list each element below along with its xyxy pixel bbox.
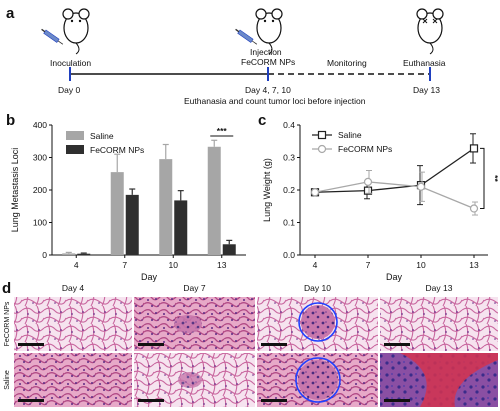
tumor-nodule [298, 360, 338, 400]
bar-chart: 0 100 200 300 400 4 7 10 13 Day Lung Metastasis Lo… [10, 120, 246, 282]
bar [159, 159, 173, 255]
metastasis-cluster [174, 315, 202, 333]
panel-label-c: c [258, 112, 266, 129]
label-day13: Day 13 [413, 85, 440, 95]
label-injection: Injection [250, 47, 282, 57]
label-day0: Day 0 [58, 85, 80, 95]
histology-image [380, 297, 498, 351]
legend-swatch [66, 145, 84, 154]
scale-bar [261, 399, 287, 402]
label-injection-agent: FeCORM NPs [241, 57, 295, 67]
mouse-icon [416, 8, 444, 55]
scale-bar [384, 343, 410, 346]
label-day-injection: Day 4, 7, 10 [245, 85, 291, 95]
y-tick-label: 400 [33, 120, 47, 130]
y-tick-label: 0.2 [283, 185, 295, 195]
line-chart: 0.0 0.1 0.2 0.3 0.4 4 7 10 13 Day Lung Weight (g) S… [262, 120, 500, 282]
significance-label: *** [217, 126, 228, 136]
metastasis-cluster [178, 372, 202, 388]
x-axis-label: Day [141, 272, 158, 282]
y-tick-label: 300 [33, 153, 47, 163]
y-tick-label: 0 [42, 250, 47, 260]
y-tick-label: 0.1 [283, 218, 295, 228]
x-tick-label: 7 [122, 260, 127, 270]
data-point [310, 188, 320, 197]
data-point [363, 177, 373, 186]
syringe-icon [235, 28, 258, 45]
x-tick-label: 4 [74, 260, 79, 270]
legend-label: FeCORM NPs [90, 145, 144, 155]
series-line [314, 147, 475, 193]
histology-image [14, 353, 132, 407]
scale-bar [138, 343, 164, 346]
blood-vessel [400, 353, 498, 407]
x-tick-label: 4 [313, 260, 318, 270]
scale-bar [384, 399, 410, 402]
syringe-icon [41, 28, 64, 45]
y-tick-label: 0.4 [283, 120, 295, 130]
x-tick-label: 7 [366, 260, 371, 270]
legend-marker [317, 144, 327, 154]
significance-bracket [480, 147, 485, 210]
bar [110, 172, 124, 255]
panel-label-d: d [2, 280, 11, 297]
column-label: Day 7 [183, 283, 205, 293]
data-point [469, 144, 479, 153]
legend-marker [317, 130, 327, 140]
y-tick-label: 0.3 [283, 153, 295, 163]
data-point [416, 182, 426, 191]
bar [222, 244, 236, 255]
row-label: Saline [4, 370, 11, 390]
row-label: FeCORM NPs [4, 301, 11, 346]
legend-swatch [66, 131, 84, 140]
column-label: Day 4 [62, 283, 84, 293]
x-tick-label: 10 [169, 260, 179, 270]
label-inoculation: Inoculation [50, 58, 91, 68]
bar [174, 200, 188, 255]
x-tick-label: 13 [217, 260, 227, 270]
column-label: Day 10 [304, 283, 331, 293]
series-line [314, 181, 475, 210]
timeline-note: Euthanasia and count tumor loci before i… [184, 96, 366, 106]
histology-grid: Day 4 Day 7 Day 10 Day 13 FeCORM NPs Saline [4, 283, 498, 407]
bar [207, 146, 221, 255]
label-euthanasia: Euthanasia [403, 58, 446, 68]
legend-label: Saline [90, 131, 114, 141]
legend-label: FeCORM NPs [338, 144, 392, 154]
legend-label: Saline [338, 130, 362, 140]
tumor-circle [298, 302, 338, 342]
x-tick-label: 10 [416, 260, 426, 270]
label-monitoring: Monitoring [327, 58, 367, 68]
histology-image [14, 297, 132, 351]
y-tick-label: 200 [33, 185, 47, 195]
tumor-nodule [301, 305, 335, 339]
y-axis-label: Lung Metastasis Loci [10, 148, 20, 233]
column-label: Day 13 [426, 283, 453, 293]
x-tick-label: 13 [469, 260, 479, 270]
bar [125, 194, 139, 255]
x-axis-label: Day [386, 272, 403, 282]
bar [77, 253, 91, 255]
tumor-circle [295, 357, 341, 403]
scale-bar [138, 399, 164, 402]
bar [62, 253, 76, 255]
panel-label-b: b [6, 112, 15, 129]
panel-label-a: a [6, 5, 15, 22]
data-point [469, 204, 479, 213]
scale-bar [18, 343, 44, 346]
y-tick-label: 100 [33, 218, 47, 228]
scale-bar [261, 343, 287, 346]
y-tick-label: 0.0 [283, 250, 295, 260]
mouse-icon [62, 8, 90, 55]
y-axis-label: Lung Weight (g) [262, 158, 272, 222]
scale-bar [18, 399, 44, 402]
mouse-icon [255, 8, 283, 55]
significance-label: ** [490, 175, 500, 182]
data-point [363, 186, 373, 195]
